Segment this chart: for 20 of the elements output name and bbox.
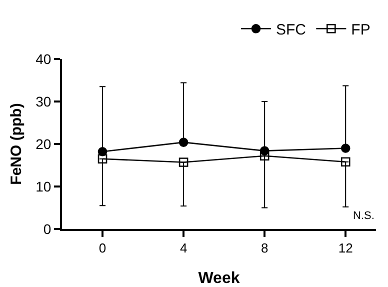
x-axis-title: Week [198,270,240,287]
point [340,157,350,166]
point [340,144,350,153]
y-tick-label: 20 [36,136,52,152]
point [178,138,188,147]
y-tick-label: 30 [36,93,52,110]
x-tick-label: 12 [338,240,353,256]
x-tick-label: 4 [180,240,188,256]
annotation: N.S. [353,210,374,222]
y-tick-label: 0 [43,220,52,237]
legend-label: FP [351,22,370,38]
point [178,158,188,167]
y-tick-label: 10 [36,178,52,194]
x-tick-label: 0 [98,240,106,256]
y-tick-label: 40 [36,50,52,67]
point [98,154,108,164]
x-tick-label: 8 [260,240,268,256]
y-axis-title: FeNO (ppb) [8,103,25,185]
legend-label: SFC [276,22,306,38]
point [260,151,270,161]
